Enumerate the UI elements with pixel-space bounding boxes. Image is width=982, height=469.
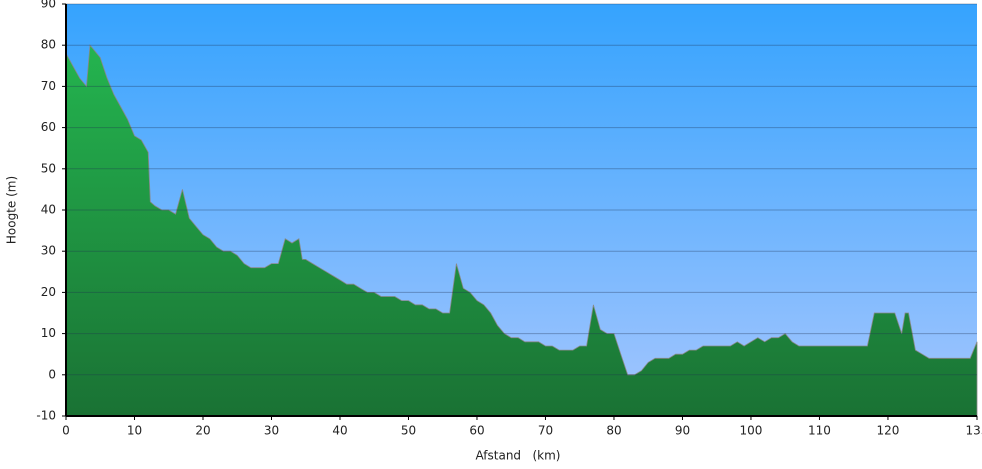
x-tick-label: 30 xyxy=(264,424,279,438)
x-tick-label: 10 xyxy=(127,424,142,438)
y-tick-label: 40 xyxy=(41,203,56,217)
x-tick-label: 110 xyxy=(808,424,831,438)
y-tick-label: 70 xyxy=(41,79,56,93)
y-tick-label: -10 xyxy=(36,409,56,423)
y-tick-label: 90 xyxy=(41,0,56,11)
x-tick-label: 90 xyxy=(675,424,690,438)
y-tick-label: 10 xyxy=(41,326,56,340)
x-tick-label: 50 xyxy=(401,424,416,438)
y-tick-label: 0 xyxy=(48,367,56,381)
x-tick-label: 100 xyxy=(740,424,763,438)
x-tick-label: 0 xyxy=(62,424,70,438)
y-tick-label: 50 xyxy=(41,161,56,175)
x-tick-label: 40 xyxy=(332,424,347,438)
y-tick-label: 20 xyxy=(41,285,56,299)
x-tick-label: 80 xyxy=(606,424,621,438)
y-tick-label: 60 xyxy=(41,120,56,134)
y-axis-label: Hoogte (m) xyxy=(5,176,19,244)
y-tick-label: 80 xyxy=(41,38,56,52)
x-tick-label: 120 xyxy=(877,424,900,438)
elevation-area xyxy=(65,44,978,417)
y-tick-label: 30 xyxy=(41,244,56,258)
x-tick-label: 60 xyxy=(469,424,484,438)
x-tick-label: 133 xyxy=(966,424,982,438)
x-axis-label: Afstand (km) xyxy=(476,449,561,463)
x-tick-label: 20 xyxy=(195,424,210,438)
x-tick-label: 70 xyxy=(538,424,553,438)
